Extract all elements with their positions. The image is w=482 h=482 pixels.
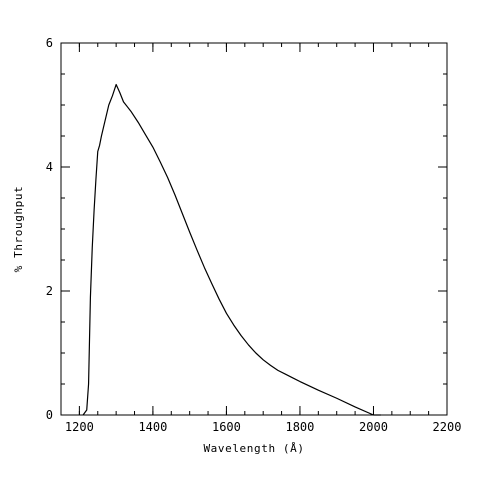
plot-frame [60,42,448,416]
x-tick-label: 2000 [359,420,388,434]
y-axis-label: % Throughput [12,186,25,273]
x-tick-label: 2200 [433,420,462,434]
x-tick-label: 1400 [138,420,167,434]
tick-labels: 1200 1400 1600 1800 2000 2200 0 2 4 6 [46,36,462,434]
y-tick-label: 2 [46,284,53,298]
x-tick-label: 1600 [212,420,241,434]
series-line-throughput [82,83,381,416]
x-tick-label: 1200 [65,420,94,434]
x-tick-label: 1800 [285,420,314,434]
y-tick-label: 4 [46,160,53,174]
x-axis-label: Wavelength (Å) [203,442,304,455]
y-tick-label: 0 [46,408,53,422]
y-tick-label: 6 [46,36,53,50]
axis-ticks [60,42,448,416]
